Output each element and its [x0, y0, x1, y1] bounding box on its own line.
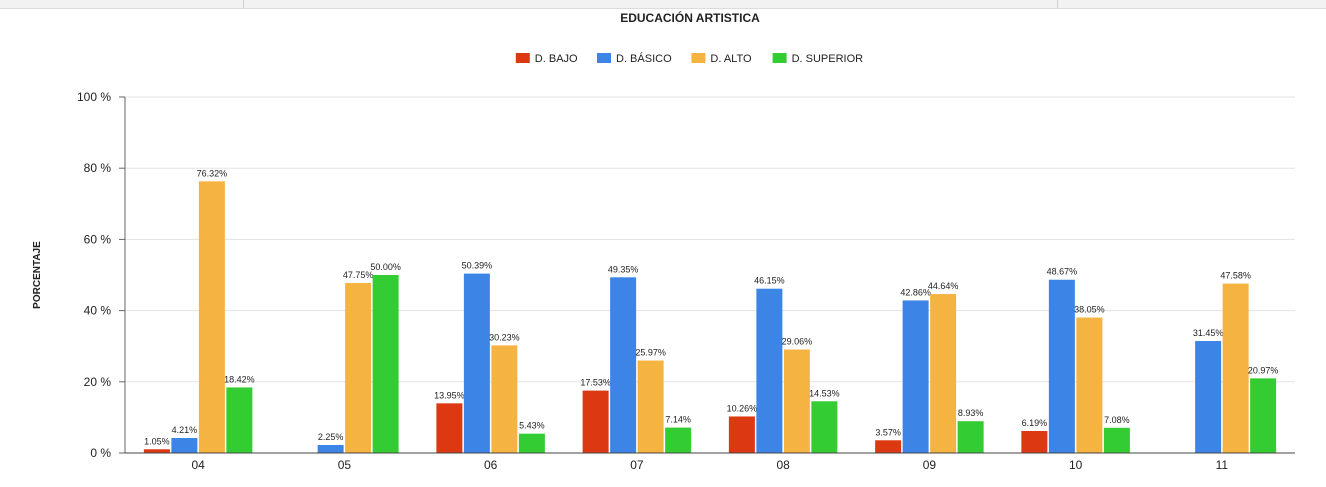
data-label: 38.05% [1074, 305, 1105, 315]
data-label: 46.15% [754, 276, 785, 286]
y-tick-label: 40 % [84, 304, 112, 318]
bar [756, 288, 783, 453]
y-tick-label: 80 % [84, 161, 112, 175]
bar [637, 360, 664, 453]
data-label: 3.57% [875, 427, 901, 437]
legend-label: D. SUPERIOR [792, 53, 864, 65]
bar [491, 345, 518, 453]
bar [582, 390, 609, 453]
bar [728, 416, 755, 453]
bar [1103, 427, 1130, 453]
bar [317, 444, 344, 453]
top-strip-divider [243, 0, 244, 8]
data-label: 49.35% [608, 264, 639, 274]
bar [463, 273, 490, 453]
bar [1222, 283, 1249, 453]
bar [1195, 341, 1222, 453]
bar [665, 427, 692, 453]
data-label: 44.64% [928, 281, 959, 291]
top-strip-divider [1057, 0, 1058, 8]
legend-swatch [515, 53, 530, 63]
legend-swatch [691, 53, 706, 63]
data-label: 76.32% [197, 168, 228, 178]
y-tick-label: 0 % [90, 446, 111, 460]
legend-swatch [772, 53, 787, 63]
bar [957, 421, 984, 453]
y-axis-label: PORCENTAJE [32, 241, 43, 309]
bar [783, 349, 810, 453]
x-tick-label: 10 [1069, 458, 1083, 472]
data-label: 5.43% [519, 421, 545, 431]
data-label: 4.21% [172, 425, 198, 435]
x-tick-label: 07 [630, 458, 644, 472]
bar [226, 387, 253, 453]
data-label: 7.14% [665, 415, 691, 425]
bar [610, 277, 637, 453]
bar [518, 433, 545, 453]
x-tick-label: 09 [923, 458, 937, 472]
bar [902, 300, 929, 453]
data-label: 42.86% [900, 287, 931, 297]
gridlines [125, 96, 1295, 383]
y-tick-label: 60 % [84, 232, 112, 246]
data-label: 7.08% [1104, 415, 1130, 425]
data-label: 10.26% [727, 403, 758, 413]
bar [372, 275, 399, 453]
legend-label: D. ALTO [710, 53, 752, 65]
x-tick-label: 05 [338, 458, 352, 472]
bar [171, 438, 198, 453]
legend-swatch [597, 53, 611, 63]
top-strip [0, 0, 1326, 9]
data-label: 50.39% [462, 261, 493, 271]
bar [143, 449, 170, 453]
y-tick-label: 20 % [84, 375, 112, 389]
bar [436, 403, 463, 453]
data-label: 30.23% [489, 332, 520, 342]
data-label: 25.97% [635, 348, 666, 358]
bar [198, 181, 225, 454]
x-tick-label: 11 [1216, 458, 1229, 472]
y-tick-label: 100 % [77, 90, 111, 104]
legend: D. BAJO D. BÁSICO D. ALTO D. SUPERIOR [515, 52, 864, 65]
x-tick-label: 08 [776, 458, 790, 472]
data-label: 18.42% [224, 374, 255, 384]
bar [345, 283, 372, 453]
data-label: 14.53% [809, 388, 840, 398]
x-tick-label: 04 [191, 458, 205, 472]
chart-title: EDUCACIÓN ARTISTICA [620, 11, 760, 25]
data-label: 47.75% [343, 270, 374, 280]
data-label: 2.25% [318, 432, 344, 442]
data-label: 13.95% [434, 390, 465, 400]
data-label: 47.58% [1220, 271, 1251, 281]
data-label: 1.05% [144, 436, 170, 446]
data-label: 50.00% [370, 262, 401, 272]
legend-label: D. BÁSICO [616, 52, 672, 65]
data-label: 20.97% [1248, 365, 1279, 375]
legend-label: D. BAJO [535, 53, 578, 65]
axes: 0 % 20 % 40 % 60 % 80 % 100 % 04 05 06 07 08 09 10 11 [77, 90, 1295, 472]
data-label: 8.93% [958, 408, 984, 418]
bar [1021, 430, 1048, 453]
bar [1250, 378, 1277, 453]
bar [1048, 279, 1075, 453]
data-label: 48.67% [1047, 267, 1078, 277]
data-label: 6.19% [1022, 418, 1048, 428]
bar [811, 401, 838, 453]
x-tick-label: 06 [484, 458, 498, 472]
data-label: 17.53% [580, 378, 611, 388]
bar [930, 294, 957, 453]
bar [875, 440, 902, 453]
data-label: 31.45% [1193, 328, 1224, 338]
data-label: 29.06% [782, 337, 813, 347]
bars: 1.05%4.21% 76.32% 18.42% 2.25% 47.75%50.00% 1… [143, 168, 1279, 454]
bar [1076, 317, 1103, 453]
